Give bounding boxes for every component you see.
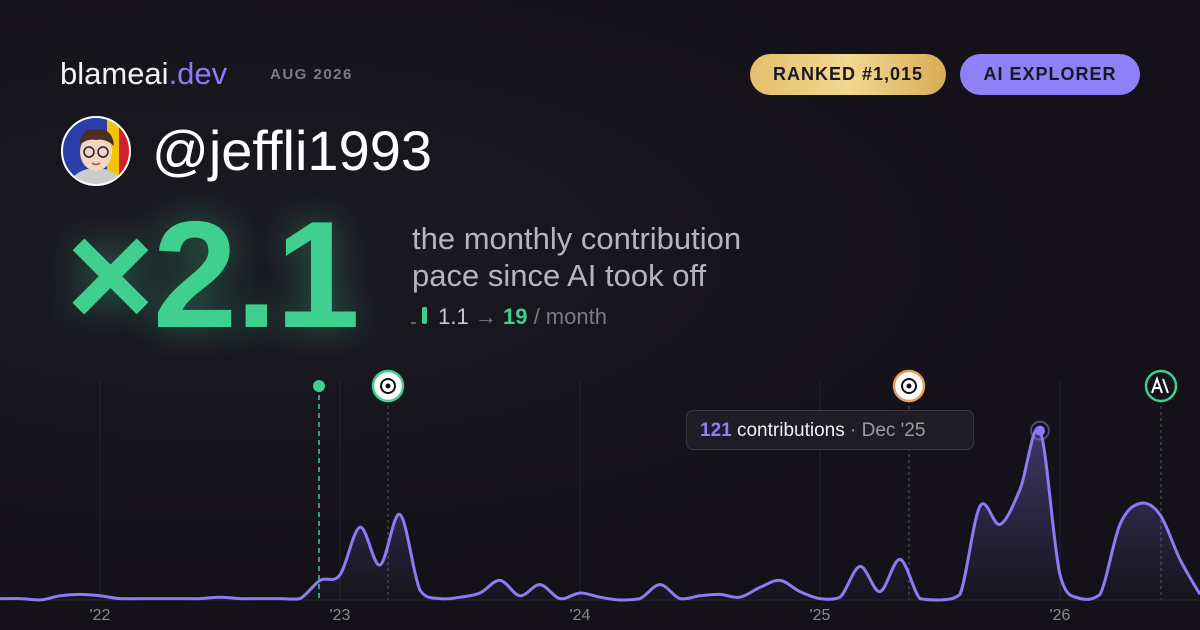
x-tick-label: '26: [1050, 607, 1071, 624]
tooltip-value: 121: [700, 420, 732, 441]
brand-name: blameai: [60, 56, 169, 91]
tooltip-label: contributions: [736, 420, 845, 441]
openai-icon: [371, 369, 405, 403]
area: [0, 428, 1200, 600]
caption: pace since AI took off: [412, 258, 707, 293]
anthropic-icon: [1144, 369, 1178, 403]
caption: the monthly contribution: [412, 221, 742, 256]
explorer-badge: AI EXPLORER: [960, 54, 1140, 95]
x-tick-label: '22: [90, 607, 111, 624]
pace: 1.1 → 19 / month: [410, 304, 607, 330]
pace-unit: / month: [533, 304, 607, 329]
highlight-ring: [1030, 420, 1050, 441]
multiplier: ×2.1: [66, 190, 360, 360]
pace-arrow: →: [474, 304, 497, 329]
event-dot: [313, 380, 325, 392]
pace-after: 19: [502, 304, 528, 329]
tooltip: 121 contributions · Dec '25: [686, 410, 974, 450]
x-tick-label: '24: [570, 607, 591, 624]
brand: blameai.dev: [60, 56, 227, 92]
line: [0, 426, 1200, 602]
date: AUG 2026: [270, 66, 353, 83]
tooltip-separator: ·: [850, 420, 857, 441]
openai-icon: [892, 369, 926, 403]
highlight-point: [1035, 425, 1045, 436]
pace-icon: [411, 307, 427, 324]
avatar: [61, 116, 131, 186]
rank-badge: RANKED #1,015: [750, 54, 946, 95]
brand-tld: .dev: [168, 56, 228, 91]
tooltip-date: Dec '25: [861, 420, 926, 441]
x-tick-label: '25: [810, 607, 831, 624]
handle: @jeffli1993: [152, 119, 432, 182]
pace-before: 1.1: [438, 304, 469, 329]
x-tick-label: '23: [330, 607, 351, 624]
